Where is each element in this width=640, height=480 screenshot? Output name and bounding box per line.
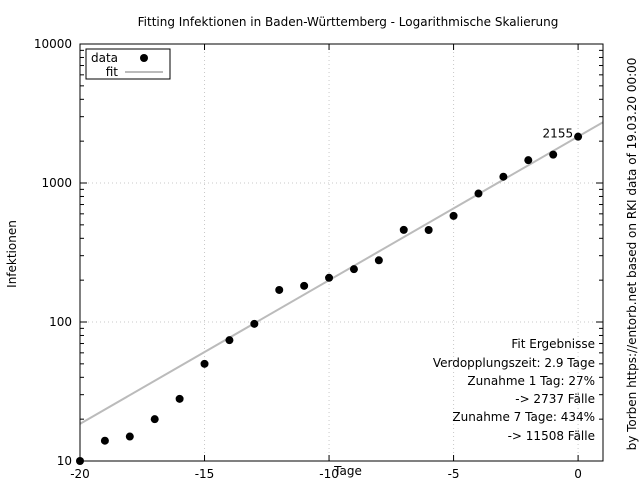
legend-marker-data	[140, 54, 148, 62]
x-tick-label: -10	[319, 467, 339, 480]
data-points	[76, 132, 583, 465]
fit-line-1: Verdopplungszeit: 2.9 Tage	[433, 356, 595, 370]
data-point	[349, 265, 358, 274]
data-point	[549, 150, 558, 159]
plot-border	[79, 43, 604, 462]
y-tick-label: 1000	[41, 176, 72, 190]
data-point	[474, 189, 483, 198]
data-point	[300, 281, 309, 290]
y-tick-label: 100	[49, 315, 72, 329]
tick-labels: -20 -15 -10 -5 0 10 100 1000 10000	[34, 37, 582, 480]
data-point	[574, 132, 583, 141]
fit-line-4: Zunahme 7 Tage: 434%	[452, 410, 595, 424]
data-point	[175, 394, 184, 403]
y-tick-label: 10000	[34, 37, 72, 51]
fit-line	[79, 121, 604, 425]
x-tick-label: -15	[195, 467, 215, 480]
fit-line-5: -> 11508 Fälle	[508, 429, 595, 443]
data-point	[225, 336, 234, 345]
grid	[80, 44, 603, 461]
chart-title: Fitting Infektionen in Baden-Württemberg…	[138, 15, 559, 29]
legend: data fit	[85, 48, 171, 80]
point-annotation: 2155	[543, 127, 574, 141]
x-axis-label: Tage	[333, 464, 362, 478]
data-point	[150, 415, 159, 424]
data-point	[325, 273, 334, 282]
legend-label-data: data	[91, 51, 118, 65]
data-point	[449, 211, 458, 220]
data-point	[374, 256, 383, 265]
side-label: by Torben https://entorb.net based on RK…	[625, 58, 639, 451]
x-tick-label: -20	[70, 467, 90, 480]
data-point	[499, 172, 508, 181]
fit-line-0: Fit Ergebnisse	[511, 337, 595, 351]
data-point	[250, 319, 259, 328]
legend-box	[85, 48, 171, 80]
fit-results-box: Fit Ergebnisse Verdopplungszeit: 2.9 Tag…	[433, 337, 595, 443]
data-point	[100, 436, 109, 445]
fit-line-2: Zunahme 1 Tag: 27%	[467, 374, 595, 388]
x-tick-label: -5	[448, 467, 460, 480]
data-point	[200, 359, 209, 368]
fit-line-3: -> 2737 Fälle	[515, 392, 595, 406]
data-point	[424, 226, 433, 235]
legend-label-fit: fit	[106, 65, 119, 79]
data-point	[524, 156, 533, 165]
data-point	[275, 285, 284, 294]
y-tick-label: 10	[57, 454, 72, 468]
data-point	[399, 225, 408, 234]
data-point	[125, 432, 134, 441]
fit-line-group	[79, 121, 604, 425]
y-axis-label: Infektionen	[5, 220, 19, 288]
x-tick-label: 0	[574, 467, 582, 480]
